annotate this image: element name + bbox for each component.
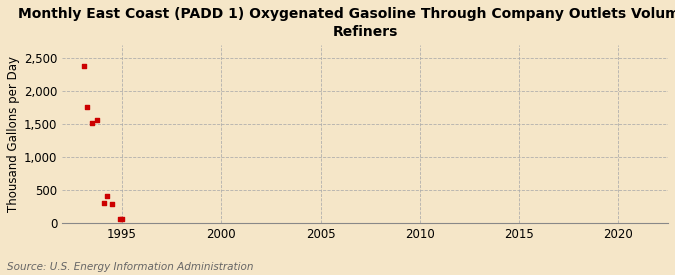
Point — [99, 201, 109, 205]
Point — [117, 217, 128, 221]
Point — [115, 217, 126, 221]
Title: Monthly East Coast (PADD 1) Oxygenated Gasoline Through Company Outlets Volume b: Monthly East Coast (PADD 1) Oxygenated G… — [18, 7, 675, 39]
Point — [92, 118, 103, 122]
Point — [107, 202, 117, 207]
Y-axis label: Thousand Gallons per Day: Thousand Gallons per Day — [7, 56, 20, 212]
Text: Source: U.S. Energy Information Administration: Source: U.S. Energy Information Administ… — [7, 262, 253, 272]
Point — [78, 64, 89, 69]
Point — [86, 121, 97, 125]
Point — [102, 193, 113, 198]
Point — [82, 105, 92, 109]
